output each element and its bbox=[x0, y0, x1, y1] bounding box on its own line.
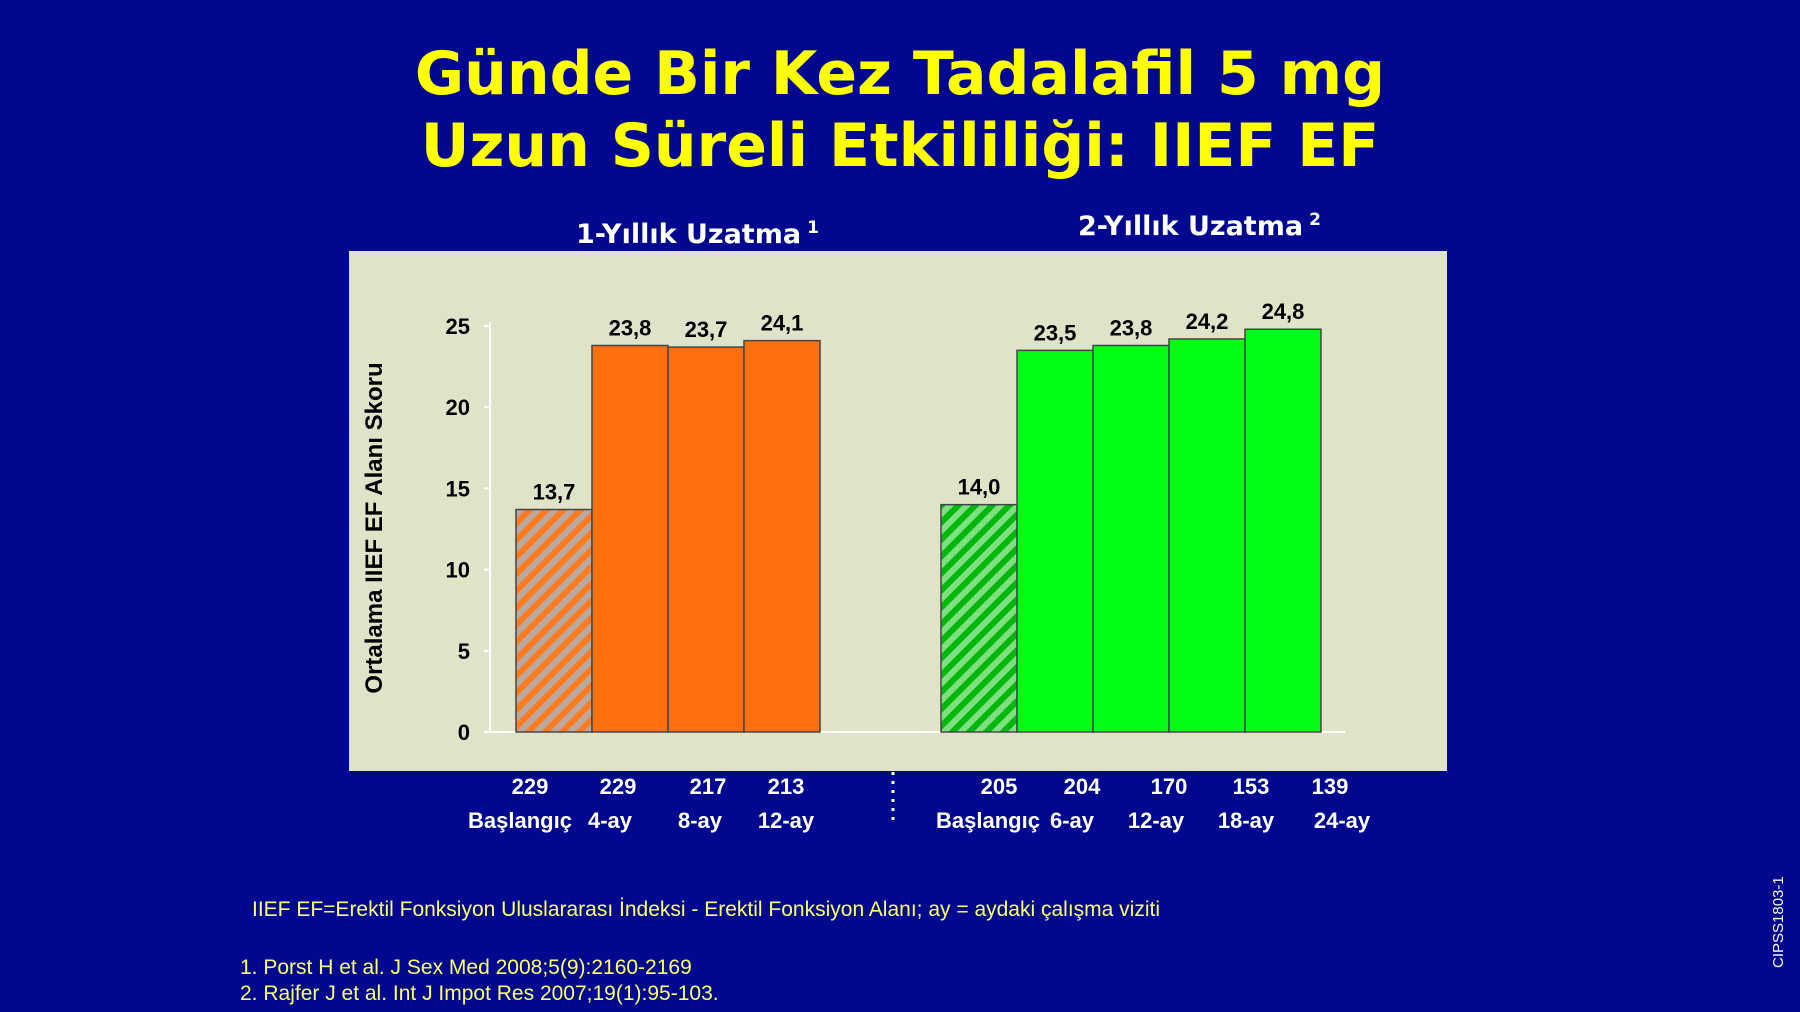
category-label: Başlangıç bbox=[936, 808, 1040, 833]
y-tick-label: 5 bbox=[458, 639, 470, 664]
value-label: 23,8 bbox=[609, 315, 652, 340]
group2-title-ref: 2 bbox=[1309, 210, 1321, 230]
slide-title-line1: Günde Bir Kez Tadalafil 5 mg bbox=[414, 39, 1386, 109]
group1-title-ref: 1 bbox=[807, 218, 819, 238]
category-label: Başlangıç bbox=[468, 808, 572, 833]
bar-g2-4 bbox=[1244, 328, 1322, 733]
value-label: 24,2 bbox=[1186, 309, 1229, 334]
bar-g1-2 bbox=[667, 346, 745, 733]
group2-title: 2-Yıllık Uzatma 2 bbox=[1078, 210, 1321, 242]
sample-size-label: 229 bbox=[600, 774, 637, 799]
bar-g1-1 bbox=[591, 344, 669, 733]
group1-title-text: 1-Yıllık Uzatma bbox=[576, 219, 802, 250]
sample-size-label: 205 bbox=[981, 774, 1018, 799]
y-tick-label: 10 bbox=[446, 558, 470, 583]
category-label: 18-ay bbox=[1218, 808, 1275, 833]
category-label: 6-ay bbox=[1050, 808, 1095, 833]
category-label: 24-ay bbox=[1314, 808, 1371, 833]
bar-g2-1 bbox=[1016, 349, 1094, 733]
sample-size-label: 139 bbox=[1312, 774, 1349, 799]
category-label: 4-ay bbox=[588, 808, 633, 833]
value-label: 23,8 bbox=[1110, 315, 1153, 340]
y-tick-label: 15 bbox=[446, 476, 470, 501]
bar-g2-0 bbox=[940, 503, 1018, 733]
sample-size-label: 229 bbox=[512, 774, 549, 799]
slide-code: CIPSS1803-1 bbox=[1770, 876, 1787, 968]
sample-size-label: 204 bbox=[1064, 774, 1101, 799]
sample-size-label: 170 bbox=[1151, 774, 1188, 799]
y-tick-label: 20 bbox=[446, 395, 470, 420]
value-label: 14,0 bbox=[958, 475, 1001, 500]
category-label: 12-ay bbox=[1128, 808, 1185, 833]
y-tick-label: 25 bbox=[446, 314, 470, 339]
y-tick-label: 0 bbox=[458, 720, 470, 745]
bar-g1-3 bbox=[743, 339, 821, 733]
sample-size-label: 153 bbox=[1233, 774, 1270, 799]
value-label: 24,8 bbox=[1262, 299, 1305, 324]
value-label: 23,5 bbox=[1034, 320, 1077, 345]
value-label: 24,1 bbox=[761, 311, 804, 336]
bar-g2-3 bbox=[1168, 338, 1246, 733]
value-label: 13,7 bbox=[533, 480, 576, 505]
reference-1: 1. Porst H et al. J Sex Med 2008;5(9):21… bbox=[240, 956, 692, 979]
bar-g2-2 bbox=[1092, 344, 1170, 733]
group1-title: 1-Yıllık Uzatma 1 bbox=[576, 218, 819, 250]
value-label: 23,7 bbox=[685, 317, 728, 342]
footnote-abbreviations: IIEF EF=Erektil Fonksiyon Uluslararası İ… bbox=[252, 898, 1160, 921]
sample-size-label: 213 bbox=[768, 774, 805, 799]
category-label: 8-ay bbox=[678, 808, 723, 833]
reference-2: 2. Rajfer J et al. Int J Impot Res 2007;… bbox=[240, 982, 719, 1005]
category-label: 12-ay bbox=[758, 808, 815, 833]
sample-size-label: 217 bbox=[690, 774, 727, 799]
y-axis-label: Ortalama IIEF EF Alanı Skoru bbox=[361, 362, 388, 693]
slide-title-line2: Uzun Süreli Etkililiği: IIEF EF bbox=[420, 111, 1380, 181]
bar-g1-0 bbox=[515, 508, 593, 733]
group2-title-text: 2-Yıllık Uzatma bbox=[1078, 211, 1304, 242]
